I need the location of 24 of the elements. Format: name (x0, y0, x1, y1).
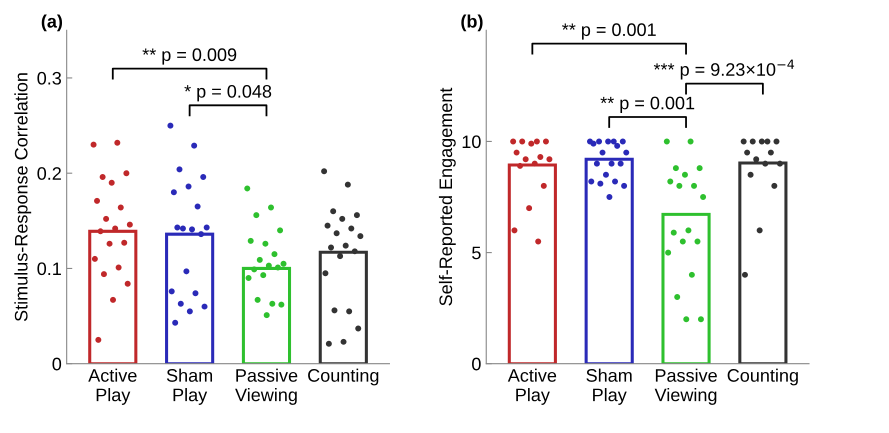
y-axis-title: Stimulus-Response Correlation (14, 73, 32, 322)
y-tick-label: 0 (472, 358, 481, 370)
annotation: ** p = 0.009 (142, 48, 236, 65)
x-tick-label: Passive Viewing (235, 368, 298, 405)
y-tick-label: 5 (472, 246, 481, 260)
x-tick-label: Active Play (88, 368, 137, 405)
y-axis-title: Self-Reported Engagement (438, 88, 456, 306)
annotation: ** p = 0.001 (562, 23, 656, 40)
x-tick-label: Counting (728, 368, 798, 386)
y-tick-label: 0 (52, 358, 62, 370)
annotation: ** p = 0.001 (600, 96, 694, 113)
y-tick-label: 0.1 (37, 262, 61, 276)
y-tick-label: 10 (462, 135, 481, 148)
x-tick-label: Sham Play (166, 368, 212, 405)
y-tick-label: 0.3 (37, 72, 62, 85)
x-tick-label: Passive Viewing (654, 368, 717, 405)
x-tick-label: Active Play (508, 368, 556, 405)
x-tick-label: Sham Play (586, 368, 632, 405)
y-tick-label: 0.2 (37, 167, 61, 180)
chart-title: (b) (461, 14, 483, 32)
annotation: *** p = 9.23×10$^{−4}$ (654, 60, 794, 80)
x-tick-label: Counting (308, 368, 378, 386)
chart-title: (a) (42, 14, 62, 32)
annotation: * p = 0.048 (184, 84, 272, 102)
